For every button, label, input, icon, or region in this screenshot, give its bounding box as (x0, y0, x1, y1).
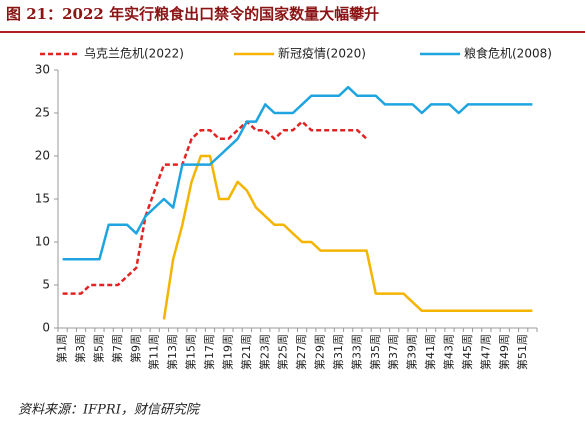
x-tick-label: 第29周 (313, 334, 327, 370)
x-tick-label: 第5周 (91, 334, 105, 363)
chart-title: 图 21：2022 年实行粮食出口禁令的国家数量大幅攀升 (6, 5, 379, 23)
x-tick-label: 第1周 (55, 334, 69, 363)
x-tick-label: 第43周 (441, 334, 455, 370)
x-tick-label: 第13周 (165, 334, 179, 370)
y-tick-label: 25 (35, 106, 50, 120)
x-tick-label: 第23周 (257, 334, 271, 370)
x-tick-label: 第3周 (73, 334, 87, 363)
x-tick-label: 第7周 (110, 334, 124, 363)
line-series (62, 120, 368, 295)
source: 资料来源：IFPRI，财信研究院 (18, 402, 201, 418)
y-tick-label: 30 (35, 63, 50, 77)
x-tick-label: 第33周 (349, 334, 363, 370)
x-tick-label: 第37周 (386, 334, 400, 370)
x-tick-label: 第19周 (220, 334, 234, 370)
x-tick-label: 第17周 (202, 334, 216, 370)
legend-label: 乌克兰危机(2022) (84, 46, 184, 61)
y-tick-label: 20 (35, 149, 50, 163)
x-tick-label: 第15周 (184, 334, 198, 370)
legend-label: 粮食危机(2008) (464, 46, 552, 61)
x-tick-label: 第49周 (497, 334, 511, 370)
x-tick-label: 第51周 (515, 334, 529, 370)
y-tick-label: 5 (42, 278, 50, 292)
x-tick-label: 第35周 (368, 334, 382, 370)
x-tick-label: 第9周 (128, 334, 142, 363)
y-tick-label: 0 (42, 321, 50, 335)
line-series (62, 85, 533, 261)
x-tick-label: 第25周 (276, 334, 290, 370)
x-tick-label: 第45周 (460, 334, 474, 370)
y-tick-label: 10 (35, 235, 50, 249)
x-tick-label: 第41周 (423, 334, 437, 370)
x-tick-label: 第21周 (239, 334, 253, 370)
x-tick-label: 第27周 (294, 334, 308, 370)
line-series (162, 154, 533, 320)
x-tick-label: 第47周 (478, 334, 492, 370)
x-tick-label: 第31周 (331, 334, 345, 370)
legend-label: 新冠疫情(2020) (278, 46, 366, 61)
y-tick-label: 15 (35, 192, 50, 206)
x-tick-label: 第11周 (147, 334, 161, 370)
x-tick-label: 第39周 (405, 334, 419, 370)
